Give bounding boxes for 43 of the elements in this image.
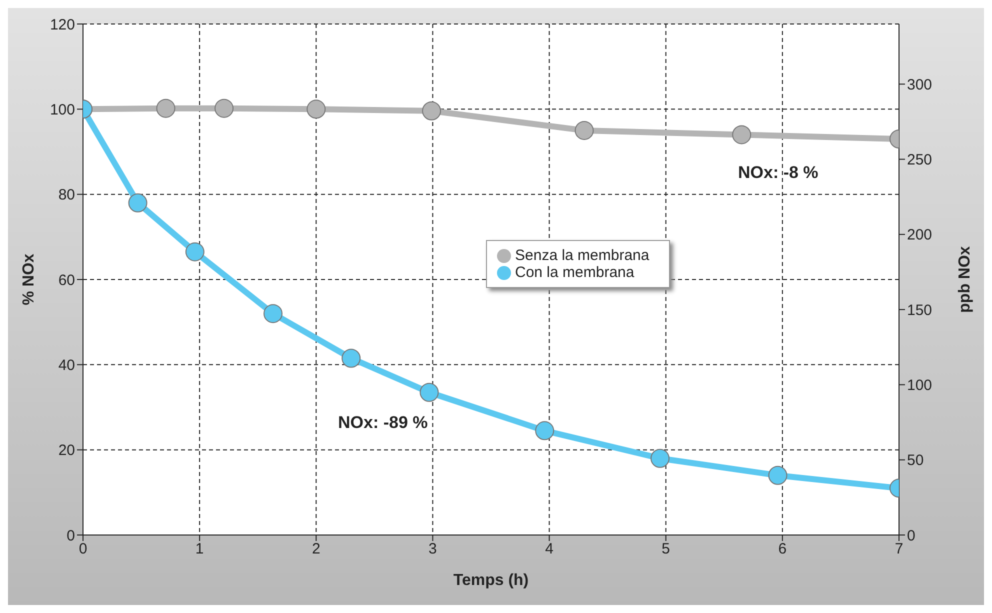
x-tick-label: 6 bbox=[778, 540, 787, 558]
point bbox=[768, 466, 788, 485]
y2-tick-label: 150 bbox=[907, 302, 932, 319]
x-tick-label: 4 bbox=[545, 540, 554, 558]
legend-label: Con la membrana bbox=[515, 264, 634, 281]
point bbox=[650, 448, 670, 468]
y2-tick-label: 100 bbox=[907, 377, 932, 394]
y2-tick-label: 0 bbox=[907, 527, 916, 544]
x-tick-label: 0 bbox=[78, 540, 88, 558]
x-tick-label: 2 bbox=[312, 540, 320, 558]
x-tick-label: 7 bbox=[894, 540, 904, 558]
point bbox=[535, 421, 554, 440]
point bbox=[306, 100, 326, 119]
y-tick-label: 120 bbox=[50, 16, 75, 34]
point bbox=[422, 101, 442, 120]
point bbox=[128, 193, 148, 212]
point bbox=[732, 125, 752, 144]
y2-tick-label: 50 bbox=[907, 452, 924, 470]
point bbox=[264, 304, 283, 324]
y-tick-label: 80 bbox=[58, 186, 75, 204]
y2-tick-label: 250 bbox=[907, 152, 932, 169]
y-tick-label: 100 bbox=[50, 101, 75, 118]
point bbox=[185, 242, 204, 262]
annotation: NOx: -8 % bbox=[738, 163, 818, 182]
y2-tick-label: 300 bbox=[907, 76, 932, 94]
point bbox=[342, 348, 361, 368]
y2-tick-label: 200 bbox=[907, 226, 932, 244]
y-tick-label: 0 bbox=[66, 527, 75, 544]
x-axis-title: Temps (h) bbox=[453, 572, 529, 589]
y-tick-label: 40 bbox=[58, 356, 75, 374]
x-tick-label: 5 bbox=[662, 540, 670, 558]
y2-axis-title: ppb NOx bbox=[956, 246, 974, 313]
y-tick-label: 20 bbox=[58, 442, 75, 460]
x-tick-label: 1 bbox=[195, 540, 204, 558]
y-tick-label: 60 bbox=[58, 272, 75, 289]
legend-label: Senza la membrana bbox=[515, 247, 650, 264]
annotation: NOx: -89 % bbox=[338, 413, 428, 432]
point bbox=[420, 382, 439, 402]
y-axis-title: % NOx bbox=[20, 254, 38, 306]
point bbox=[156, 98, 176, 118]
point bbox=[574, 120, 594, 140]
point bbox=[214, 98, 234, 118]
x-tick-label: 3 bbox=[428, 540, 437, 558]
